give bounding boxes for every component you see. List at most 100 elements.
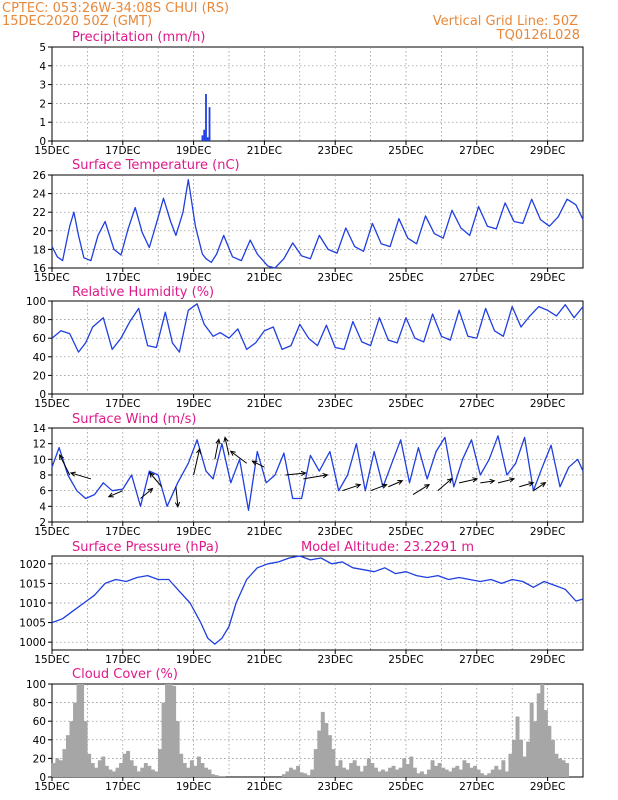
plot-area: 15DEC 17DEC 19DEC 21DEC 23DEC 25DEC 27DEC 29DEC… [19, 42, 584, 793]
cloud-bar [313, 749, 318, 777]
wind-vector-head [229, 450, 236, 456]
wind-vector-head [424, 483, 431, 490]
temp-y-tick-label: 16 [33, 263, 47, 275]
cloud-bar [434, 765, 439, 777]
cloud-y-tick-label: 20 [33, 753, 46, 765]
temp-x-tick-label: 27DEC [459, 272, 494, 284]
precip-title: Precipitation (mm/h) [72, 30, 205, 45]
cloud-x-tick-label: 29DEC [530, 781, 565, 793]
cloud-bar [342, 767, 347, 777]
cloud-bar [519, 739, 524, 777]
cloud-bar [356, 765, 361, 777]
precip-bar [201, 135, 204, 141]
cloud-bar [469, 767, 474, 777]
cloud-x-tick-label: 23DEC [317, 781, 352, 793]
cloud-bar [455, 765, 460, 777]
cloud-bar [490, 769, 495, 777]
temp-y-tick-label: 22 [33, 207, 46, 219]
pres-model-altitude: Model Altitude: 23.2291 m [301, 540, 474, 555]
pres-x-tick-label: 21DEC [247, 654, 282, 666]
header-grid-line: Vertical Grid Line: 50Z [433, 14, 578, 29]
cloud-bar [179, 753, 184, 777]
cloud-bar [296, 765, 300, 777]
precip-x-tick-label: 25DEC [388, 145, 423, 157]
cloud-bar [561, 760, 566, 777]
wind-vector-head [59, 453, 64, 461]
cloud-bar [501, 760, 506, 777]
pres-y-tick-label: 1005 [19, 618, 46, 630]
header-model-id: TQ0126L028 [496, 28, 580, 43]
precip-frame [51, 46, 584, 142]
wind-vector-shaft [480, 480, 495, 484]
cloud-bar [126, 750, 131, 777]
cloud-x-tick-label: 19DEC [176, 781, 211, 793]
wind-vector-head [174, 501, 181, 508]
cloud-bar [154, 771, 159, 777]
cloud-bar [90, 763, 95, 777]
wind-vector-head [107, 492, 114, 498]
cloud-bar [189, 760, 194, 777]
cloud-bar [320, 711, 325, 777]
wind-y-tick-label: 10 [33, 454, 46, 466]
cloud-bar [395, 769, 400, 777]
cloud-bar [366, 758, 371, 777]
cloud-bar [281, 774, 286, 777]
wind-y-tick-label: 12 [33, 439, 46, 451]
temp-y-tick-label: 26 [33, 170, 47, 182]
temp-x-tick-label: 23DEC [317, 272, 352, 284]
temp-y-tick-label: 20 [33, 226, 46, 238]
cloud-bar [402, 758, 407, 777]
cloud-bar [335, 765, 339, 777]
cloud-panel: 15DEC 17DEC 19DEC 21DEC 23DEC 25DEC 27DEC 29DEC… [26, 679, 584, 793]
cloud-bar [515, 716, 520, 777]
cloud-bar [80, 684, 85, 777]
cloud-bar [388, 767, 393, 777]
cloud-bar [143, 763, 148, 777]
cloud-bar [487, 773, 492, 777]
pres-x-tick-label: 25DEC [388, 654, 423, 666]
cloud-bar [391, 765, 396, 777]
cloud-bar [543, 710, 548, 777]
precip-x-tick-label: 15DEC [34, 145, 69, 157]
wind-x-tick-label: 15DEC [34, 526, 69, 538]
cloud-bar [409, 756, 414, 777]
wind-y-tick-label: 14 [33, 423, 47, 435]
pres-y-tick-label: 1010 [19, 598, 46, 610]
precip-bar [203, 129, 206, 141]
wind-vector-shaft [458, 478, 478, 484]
rh-x-tick-label: 17DEC [105, 398, 140, 410]
temp-title: Surface Temperature (nC) [72, 158, 240, 173]
cloud-bar [444, 769, 449, 777]
cloud-x-tick-label: 21DEC [247, 781, 282, 793]
cloud-bar [465, 763, 470, 777]
rh-y-tick-label: 60 [33, 333, 46, 345]
rh-x-tick-label: 25DEC [388, 398, 423, 410]
cloud-bar [398, 767, 403, 777]
precip-bar [206, 137, 209, 141]
cloud-y-tick-label: 0 [39, 772, 46, 784]
cloud-bar [338, 760, 343, 777]
wind-vector-shaft [388, 480, 403, 488]
cloud-bar [104, 765, 109, 777]
cloud-bar [111, 771, 116, 777]
cloud-x-tick-label: 17DEC [105, 781, 140, 793]
cloud-bar [363, 765, 368, 777]
cloud-title: Cloud Cover (%) [72, 667, 178, 682]
precip-x-tick-label: 23DEC [317, 145, 352, 157]
cloud-bar [150, 769, 155, 777]
pres-x-tick-label: 19DEC [176, 654, 211, 666]
cloud-bar [129, 760, 134, 777]
wind-vector-shaft [214, 439, 220, 460]
cloud-bar [448, 771, 453, 777]
temp-x-tick-label: 25DEC [388, 272, 423, 284]
precip-x-tick-label: 21DEC [247, 145, 282, 157]
wind-y-tick-label: 6 [39, 486, 46, 498]
rh-x-tick-label: 19DEC [176, 398, 211, 410]
precip-y-tick-label: 1 [39, 117, 46, 129]
pres-y-tick-label: 1000 [19, 637, 46, 649]
cloud-bar [172, 685, 177, 777]
rh-x-tick-label: 23DEC [317, 398, 352, 410]
rh-y-tick-label: 20 [33, 370, 46, 382]
cloud-bar [136, 771, 141, 777]
